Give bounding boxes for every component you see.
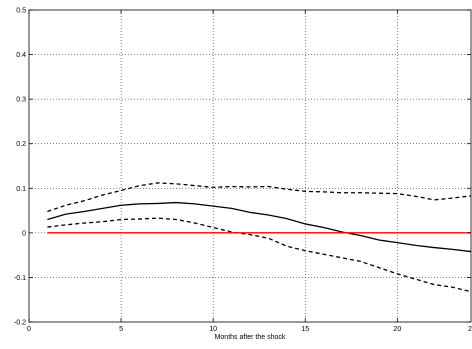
grid bbox=[29, 10, 471, 322]
plot-frame bbox=[28, 9, 472, 323]
x-tick-label-edge: 2 bbox=[468, 326, 472, 333]
y-tick-label: 0 bbox=[22, 230, 26, 237]
x-tick-label: 5 bbox=[119, 326, 123, 333]
y-tick-label: 0.4 bbox=[16, 52, 26, 59]
impulse-response-line bbox=[47, 201, 472, 253]
x-axis-label: Months after the shock bbox=[215, 334, 286, 341]
y-tick-label: 0.3 bbox=[16, 97, 26, 104]
ticks: 0 5 10 15 20 2 -0.2 -0.1 0 0.1 0.2 0.3 0.4 0.5 bbox=[14, 8, 472, 334]
y-tick-label: 0.2 bbox=[16, 141, 26, 148]
y-tick-label: 0.5 bbox=[16, 8, 26, 15]
y-tick-label: 0.1 bbox=[16, 186, 26, 193]
confidence-band-line bbox=[47, 217, 472, 293]
y-tick-label: -0.1 bbox=[14, 275, 26, 282]
confidence-band-line bbox=[47, 182, 472, 213]
x-tick-label: 0 bbox=[27, 326, 31, 333]
x-tick-label: 10 bbox=[209, 326, 217, 333]
y-tick-label: -0.2 bbox=[14, 320, 26, 327]
series-layer bbox=[47, 182, 472, 293]
x-tick-label: 20 bbox=[393, 326, 401, 333]
x-tick-label: 15 bbox=[301, 326, 309, 333]
